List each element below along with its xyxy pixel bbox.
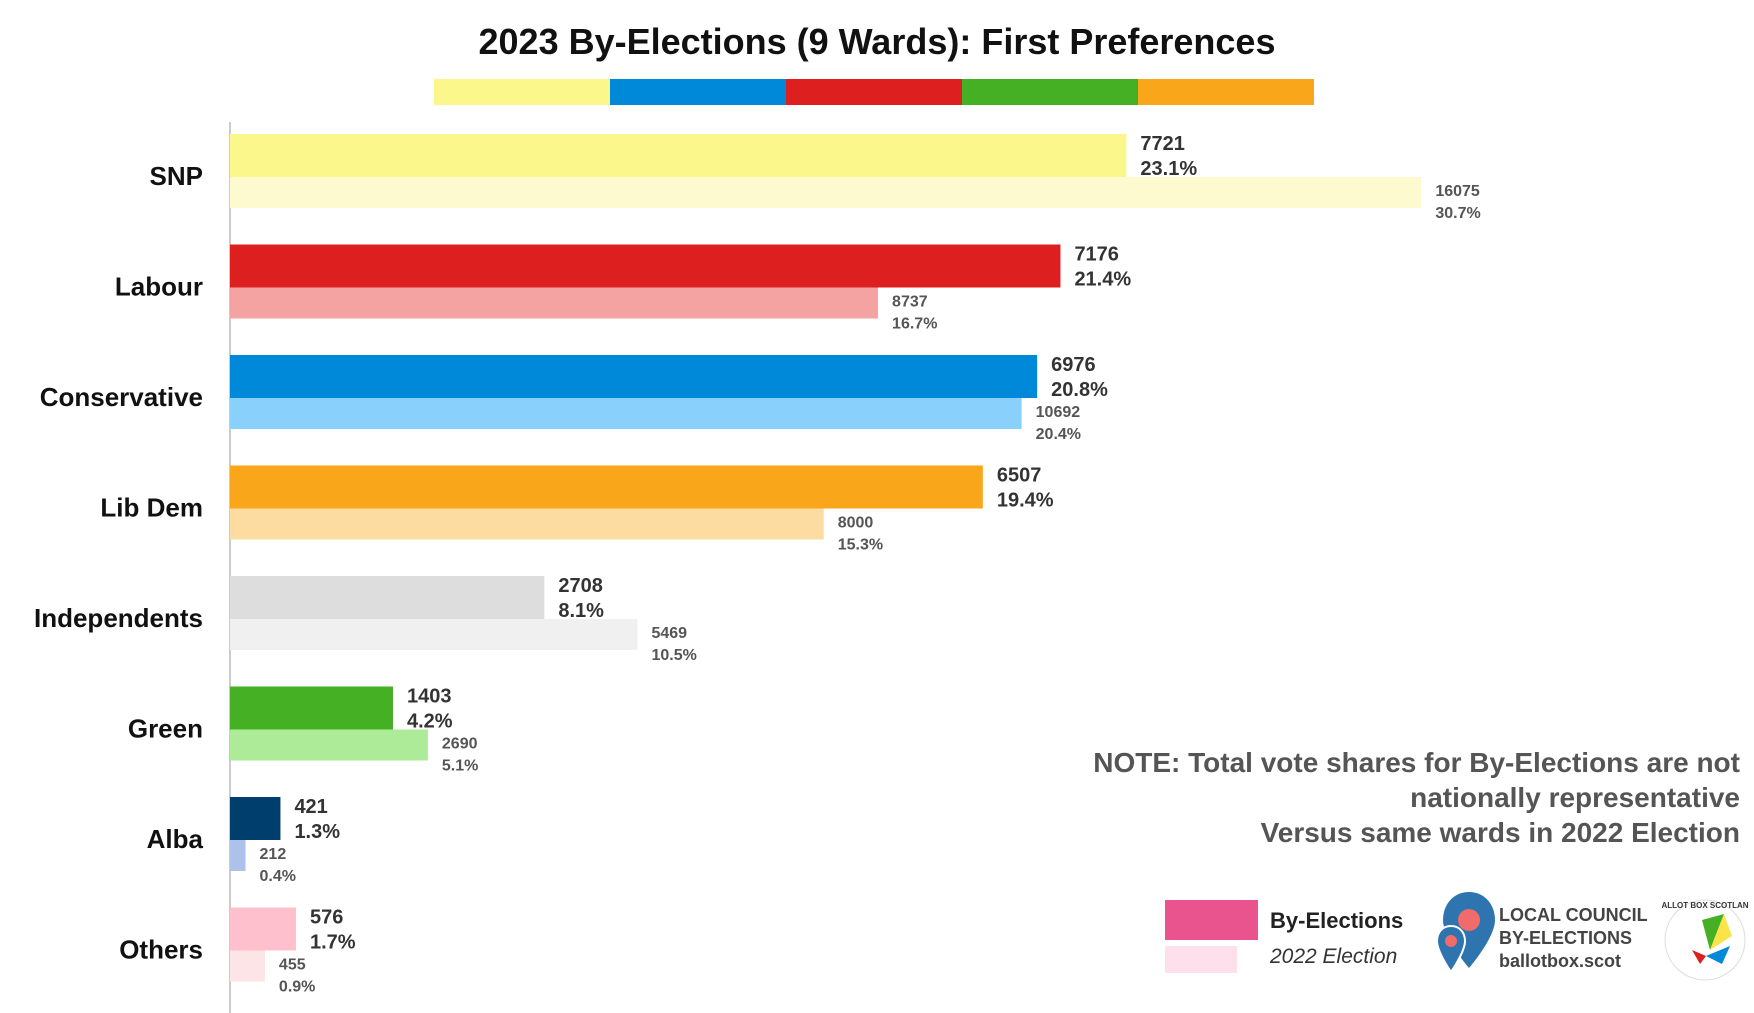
value-label-by-elections-alba: 421: [294, 796, 327, 818]
share-label-by-elections-lib-dem: 19.4%: [997, 490, 1054, 512]
bar-by-elections-green: [230, 686, 393, 730]
share-label-by-elections-independents: 8.1%: [558, 600, 604, 622]
value-label-2022-others: 455: [279, 957, 306, 974]
value-label-by-elections-green: 1403: [407, 686, 452, 708]
value-label-2022-conservative: 10692: [1036, 404, 1081, 421]
value-label-by-elections-snp: 7721: [1140, 133, 1185, 155]
brand-line-1: LOCAL COUNCIL: [1499, 905, 1648, 925]
value-label-by-elections-labour: 7176: [1074, 244, 1119, 266]
title-strip-segment: [434, 79, 610, 105]
category-label-snp: SNP: [150, 161, 203, 191]
title-strip-segment: [962, 79, 1138, 105]
share-label-2022-snp: 30.7%: [1435, 205, 1480, 222]
category-label-labour: Labour: [115, 272, 203, 302]
value-label-2022-alba: 212: [260, 846, 287, 863]
bars-group: SNP 7721 23.1% 16075 30.7% Labour 7176 21.4% 873…: [34, 133, 1481, 996]
category-label-green: Green: [128, 714, 203, 744]
share-label-2022-green: 5.1%: [442, 758, 478, 775]
category-label-lib-dem: Lib Dem: [100, 493, 203, 523]
value-label-2022-snp: 16075: [1435, 183, 1480, 200]
bar-by-elections-labour: [230, 244, 1061, 288]
title-strip-segment: [786, 79, 962, 105]
bar-2022-lib-dem: [230, 508, 824, 540]
bar-2022-labour: [230, 287, 879, 319]
share-label-2022-conservative: 20.4%: [1036, 426, 1081, 443]
note-line-1: NOTE: Total vote shares for By-Elections…: [1093, 747, 1740, 778]
legend-swatch-2022: [1165, 946, 1237, 973]
map-pin-icon: [1435, 892, 1495, 974]
value-label-2022-lib-dem: 8000: [838, 515, 874, 532]
brand-line-3: ballotbox.scot: [1499, 951, 1622, 971]
category-label-others: Others: [119, 935, 203, 965]
chart-title: 2023 By-Elections (9 Wards): First Prefe…: [479, 21, 1276, 62]
value-label-by-elections-independents: 2708: [558, 575, 603, 597]
category-label-independents: Independents: [34, 603, 203, 633]
share-label-by-elections-others: 1.7%: [310, 932, 356, 954]
value-label-2022-green: 2690: [442, 736, 478, 753]
brand-text: LOCAL COUNCIL BY-ELECTIONS ballotbox.sco…: [1499, 904, 1648, 973]
category-label-alba: Alba: [147, 824, 204, 854]
value-label-2022-independents: 5469: [651, 625, 687, 642]
title-strip-segment: [1138, 79, 1314, 105]
category-label-conservative: Conservative: [40, 382, 203, 412]
title-strip-segment: [610, 79, 786, 105]
note: NOTE: Total vote shares for By-Elections…: [980, 745, 1740, 850]
value-label-by-elections-lib-dem: 6507: [997, 465, 1042, 487]
legend: By-Elections 2022 Election: [1165, 900, 1430, 975]
bar-2022-alba: [230, 840, 246, 871]
bar-by-elections-others: [230, 907, 296, 951]
svg-text:BALLOT BOX SCOTLAND: BALLOT BOX SCOTLAND: [1662, 901, 1748, 910]
note-line-2: nationally representative: [1410, 782, 1740, 813]
share-label-by-elections-conservative: 20.8%: [1051, 379, 1108, 401]
share-label-by-elections-alba: 1.3%: [294, 821, 340, 843]
bar-by-elections-snp: [230, 134, 1127, 177]
share-label-2022-others: 0.9%: [279, 979, 315, 996]
value-label-by-elections-others: 576: [310, 907, 343, 929]
share-label-2022-alba: 0.4%: [260, 868, 296, 885]
share-label-2022-labour: 16.7%: [892, 316, 937, 333]
brand-line-2: BY-ELECTIONS: [1499, 928, 1633, 948]
bar-2022-independents: [230, 619, 638, 650]
legend-label-by-elections: By-Elections: [1270, 908, 1404, 933]
bar-by-elections-alba: [230, 797, 281, 840]
bar-2022-snp: [230, 177, 1422, 208]
value-label-2022-labour: 8737: [892, 294, 928, 311]
note-line-3: Versus same wards in 2022 Election: [1260, 817, 1740, 848]
ballot-box-scotland-logo: BALLOT BOX SCOTLAND: [1662, 899, 1748, 981]
bar-by-elections-independents: [230, 576, 545, 619]
bar-by-elections-lib-dem: [230, 465, 983, 509]
legend-label-2022: 2022 Election: [1270, 945, 1398, 968]
bar-2022-conservative: [230, 398, 1022, 429]
share-label-by-elections-labour: 21.4%: [1074, 269, 1131, 291]
brand-block: LOCAL COUNCIL BY-ELECTIONS ballotbox.sco…: [1435, 890, 1655, 990]
bar-2022-others: [230, 950, 265, 982]
value-label-by-elections-conservative: 6976: [1051, 354, 1096, 376]
share-label-by-elections-green: 4.2%: [407, 711, 453, 733]
share-label-2022-independents: 10.5%: [651, 647, 696, 664]
bar-2022-green: [230, 729, 428, 761]
title-color-strip: [434, 79, 1314, 105]
legend-swatch-by-elections: [1165, 900, 1258, 940]
share-label-by-elections-snp: 23.1%: [1140, 158, 1197, 180]
share-label-2022-lib-dem: 15.3%: [838, 537, 883, 554]
bar-by-elections-conservative: [230, 355, 1038, 398]
